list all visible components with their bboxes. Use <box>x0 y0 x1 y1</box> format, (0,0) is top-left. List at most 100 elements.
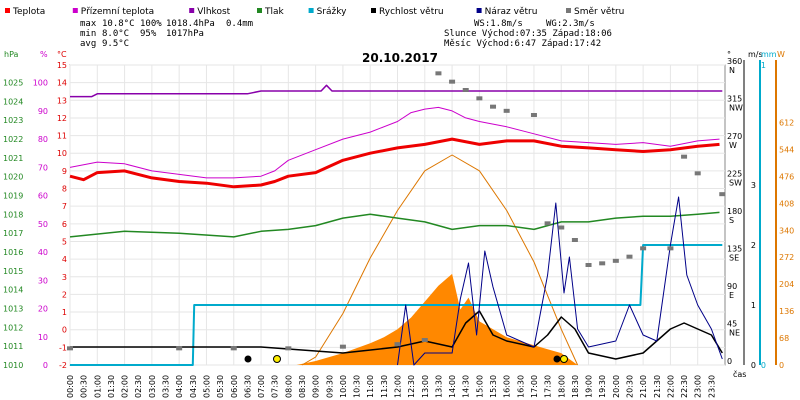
axis-x-tick-47: 23:30 <box>707 375 716 398</box>
axis-hpa-unit: hPa <box>4 50 19 59</box>
axis-x-tick-17: 08:30 <box>298 375 307 398</box>
axis-w-tick-1: 68 <box>779 334 789 343</box>
axis-w-tick-8: 544 <box>779 145 794 154</box>
stat-precip: 0.4mm <box>226 19 253 29</box>
axis-x-tick-2: 01:00 <box>93 375 102 398</box>
axis-pct-tick-6: 60 <box>38 192 48 201</box>
series-wind-dir-point-18 <box>599 261 606 266</box>
axis-w-tick-6: 408 <box>779 199 794 208</box>
stat-min-temp: 8.0°C <box>102 29 129 39</box>
legend-swatch-3 <box>257 8 262 13</box>
series-wind-dir-point-19 <box>612 258 619 263</box>
axis-x-tick-37: 18:30 <box>571 375 580 398</box>
series-wind-dir-point-5 <box>394 342 401 347</box>
axis-w-unit: W <box>777 50 785 59</box>
axis-dir-label-3: SE <box>729 254 739 263</box>
sunrise-marker <box>273 355 281 363</box>
series-wind-speed-line <box>70 310 723 360</box>
axis-x-tick-3: 01:30 <box>107 375 116 398</box>
axis-x-tick-5: 02:30 <box>134 375 143 398</box>
axis-x-tick-14: 07:00 <box>257 375 266 398</box>
axis-dir-unit: ° <box>727 50 731 59</box>
series-wind-dir-point-1 <box>176 346 183 351</box>
axis-x-tick-44: 22:00 <box>666 375 675 398</box>
axis-x-tick-8: 04:00 <box>175 375 184 398</box>
stat-wind-speed: WS:1.8m/s <box>474 19 523 29</box>
axis-x-tick-45: 22:30 <box>680 375 689 398</box>
axis-x-tick-34: 17:00 <box>530 375 539 398</box>
axis-hpa-tick-4: 1014 <box>3 286 23 295</box>
axis-hpa-tick-0: 1010 <box>3 361 23 370</box>
axis-temp-tick-4: 2 <box>62 290 67 299</box>
axis-temp-tick-5: 3 <box>62 273 67 282</box>
series-wind-dir-point-3 <box>285 346 292 351</box>
axis-hpa-tick-3: 1013 <box>3 305 23 314</box>
axis-hpa-tick-6: 1016 <box>3 248 23 257</box>
axis-temp-tick-9: 7 <box>62 202 67 211</box>
axis-w-tick-5: 340 <box>779 226 794 235</box>
axis-dir-label-8: N <box>729 66 735 75</box>
axis-pct-tick-1: 10 <box>38 333 48 342</box>
axis-x-tick-32: 16:00 <box>503 375 512 398</box>
legend-swatch-2 <box>189 8 195 13</box>
axis-dir-label-1: NE <box>729 329 740 338</box>
axis-pct-tick-3: 30 <box>38 276 48 285</box>
axis-dir-tick-7: 315 <box>727 95 742 104</box>
axis-w-tick-3: 204 <box>779 280 794 289</box>
legend-swatch-6 <box>476 8 482 13</box>
stat-sun: Slunce Východ:07:35 Západ:18:06 <box>444 29 612 39</box>
series-wind-dir-point-16 <box>571 238 578 242</box>
axis-x-tick-36: 18:00 <box>557 375 566 398</box>
axis-pct-tick-8: 80 <box>38 135 48 144</box>
axis-dir-tick-4: 180 <box>727 207 742 216</box>
series-wind-dir-point-22 <box>667 246 674 251</box>
axis-x-tick-33: 16:30 <box>516 375 525 398</box>
axis-x-tick-4: 02:00 <box>121 375 130 398</box>
axis-x-tick-20: 10:00 <box>339 375 348 398</box>
axis-ms-tick-0: 0 <box>751 361 756 370</box>
axis-w-tick-2: 136 <box>779 307 794 316</box>
stat-max-pressure: 1018.4hPa <box>166 19 215 29</box>
axis-w-tick-0: 0 <box>779 361 784 370</box>
axis-hpa-tick-13: 1023 <box>3 116 23 125</box>
series-wind-dir-point-21 <box>640 246 647 251</box>
axis-x-tick-41: 20:30 <box>625 375 634 398</box>
series-wind-gust-line <box>397 196 723 366</box>
series-ground-temp-line <box>69 106 720 179</box>
legend-swatch-0 <box>5 8 10 13</box>
axis-x-tick-12: 06:00 <box>230 375 239 398</box>
series-wind-dir-point-6 <box>421 338 428 342</box>
axis-pct-tick-0: 0 <box>43 361 48 370</box>
axis-x-tick-7: 03:30 <box>162 375 171 398</box>
axis-x-tick-35: 17:30 <box>544 375 553 398</box>
series-wind-dir-point-23 <box>681 154 688 159</box>
axis-pct-tick-7: 70 <box>38 163 48 172</box>
axis-x-tick-30: 15:00 <box>475 375 484 398</box>
axis-x-tick-25: 12:30 <box>407 375 416 398</box>
axis-ms-tick-1: 1 <box>751 301 756 310</box>
axis-dir-tick-8: 360 <box>727 57 742 66</box>
series-wind-dir-point-0 <box>67 346 73 351</box>
axis-dir-tick-6: 270 <box>727 132 742 141</box>
legend-swatch-1 <box>72 8 78 13</box>
axis-x-tick-43: 21:30 <box>653 375 662 398</box>
axis-temp-tick-1: -1 <box>59 343 67 352</box>
axis-temp-tick-11: 9 <box>62 167 67 176</box>
legend-label-4: Srážky <box>317 7 348 17</box>
axis-hpa-tick-9: 1019 <box>3 192 23 201</box>
axis-x-tick-15: 07:30 <box>271 375 280 398</box>
stat-avg-label: avg <box>80 39 96 49</box>
series-solar-measured-area <box>296 273 578 365</box>
axis-mm-tick-1: 1 <box>761 61 766 70</box>
axis-hpa-tick-8: 1018 <box>3 210 23 219</box>
axis-temp-tick-2: 0 <box>62 326 67 335</box>
axis-w-tick-4: 272 <box>779 253 794 262</box>
stat-min-label: min <box>80 29 96 39</box>
axis-x-tick-39: 19:30 <box>598 375 607 398</box>
axis-x-tick-0: 00:00 <box>66 375 75 398</box>
axis-hpa-tick-12: 1022 <box>3 135 23 144</box>
axis-temp-tick-6: 4 <box>62 255 67 264</box>
series-humidity-line <box>70 84 723 98</box>
axis-temp-tick-10: 8 <box>62 185 67 194</box>
axis-x-tick-40: 20:00 <box>612 375 621 398</box>
